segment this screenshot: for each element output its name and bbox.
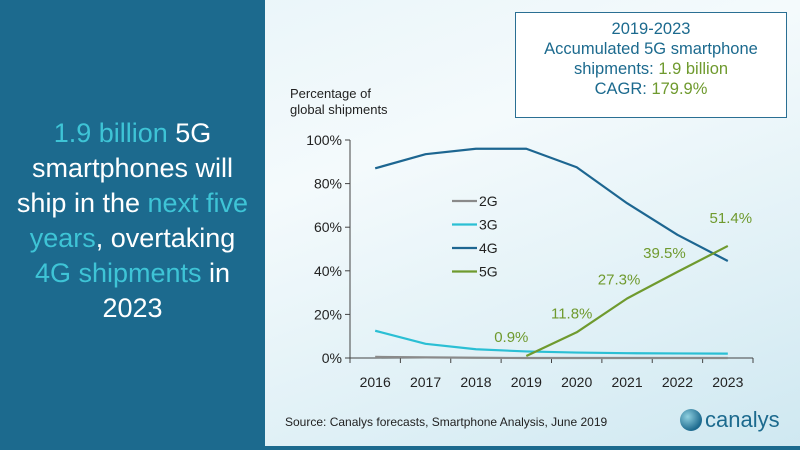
- data-label-5g: 27.3%: [598, 271, 641, 288]
- source-note: Source: Canalys forecasts, Smartphone An…: [285, 415, 608, 429]
- summary-box: 2019-2023 Accumulated 5G smartphone ship…: [515, 12, 787, 118]
- data-label-5g: 51.4%: [710, 210, 753, 227]
- headline: 1.9 billion 5G smartphones will ship in …: [10, 116, 255, 326]
- series-line-4g: [374, 147, 729, 262]
- x-tick-label: 2016: [360, 374, 391, 390]
- bottom-bar: [265, 446, 800, 450]
- y-tick-label: 40%: [314, 263, 342, 279]
- y-tick-label: 20%: [314, 306, 342, 322]
- series-line-5g: [525, 244, 729, 358]
- canalys-logo: canalys: [680, 407, 780, 433]
- summary-title: Accumulated 5G smartphone: [544, 40, 758, 58]
- x-tick-label: 2018: [460, 374, 491, 390]
- y-tick-label: 0%: [322, 350, 342, 366]
- x-tick-label: 2022: [662, 374, 693, 390]
- x-tick-label: 2020: [561, 374, 592, 390]
- headline-part: next five years: [29, 188, 249, 253]
- data-label-5g: 39.5%: [643, 245, 686, 262]
- y-axis-label: Percentage of global shipments: [290, 86, 388, 117]
- x-tick-label: 2017: [410, 374, 441, 390]
- x-tick-label: 2023: [712, 374, 743, 390]
- legend-label-2g: 2G: [479, 193, 498, 209]
- x-tick-label: 2021: [611, 374, 642, 390]
- legend-label-5g: 5G: [479, 264, 498, 280]
- summary-shipments: shipments: 1.9 billion: [573, 60, 729, 78]
- logo-text: canalys: [705, 407, 780, 432]
- headline-part: 4G shipments: [34, 258, 202, 288]
- headline-panel: 1.9 billion 5G smartphones will ship in …: [0, 0, 265, 450]
- headline-part: in 2023: [102, 258, 231, 323]
- headline-part: 5G smartphones will ship in the: [16, 118, 234, 218]
- y-tick-label: 100%: [306, 132, 342, 148]
- legend-label-3g: 3G: [479, 217, 498, 233]
- headline-part: 1.9 billion: [53, 118, 168, 148]
- data-label-5g: 0.9%: [494, 329, 528, 346]
- y-tick-label: 80%: [314, 176, 342, 192]
- legend-label-4g: 4G: [479, 240, 498, 256]
- summary-cagr: CAGR: 179.9%: [594, 80, 708, 98]
- series-line-2g: [375, 355, 728, 360]
- headline-part: , overtaking: [95, 223, 236, 253]
- series-line-3g: [374, 329, 728, 355]
- x-tick-label: 2019: [511, 374, 542, 390]
- data-label-5g: 11.8%: [551, 305, 592, 322]
- y-tick-label: 60%: [314, 219, 342, 235]
- summary-period: 2019-2023: [611, 20, 691, 38]
- globe-icon: [680, 409, 702, 431]
